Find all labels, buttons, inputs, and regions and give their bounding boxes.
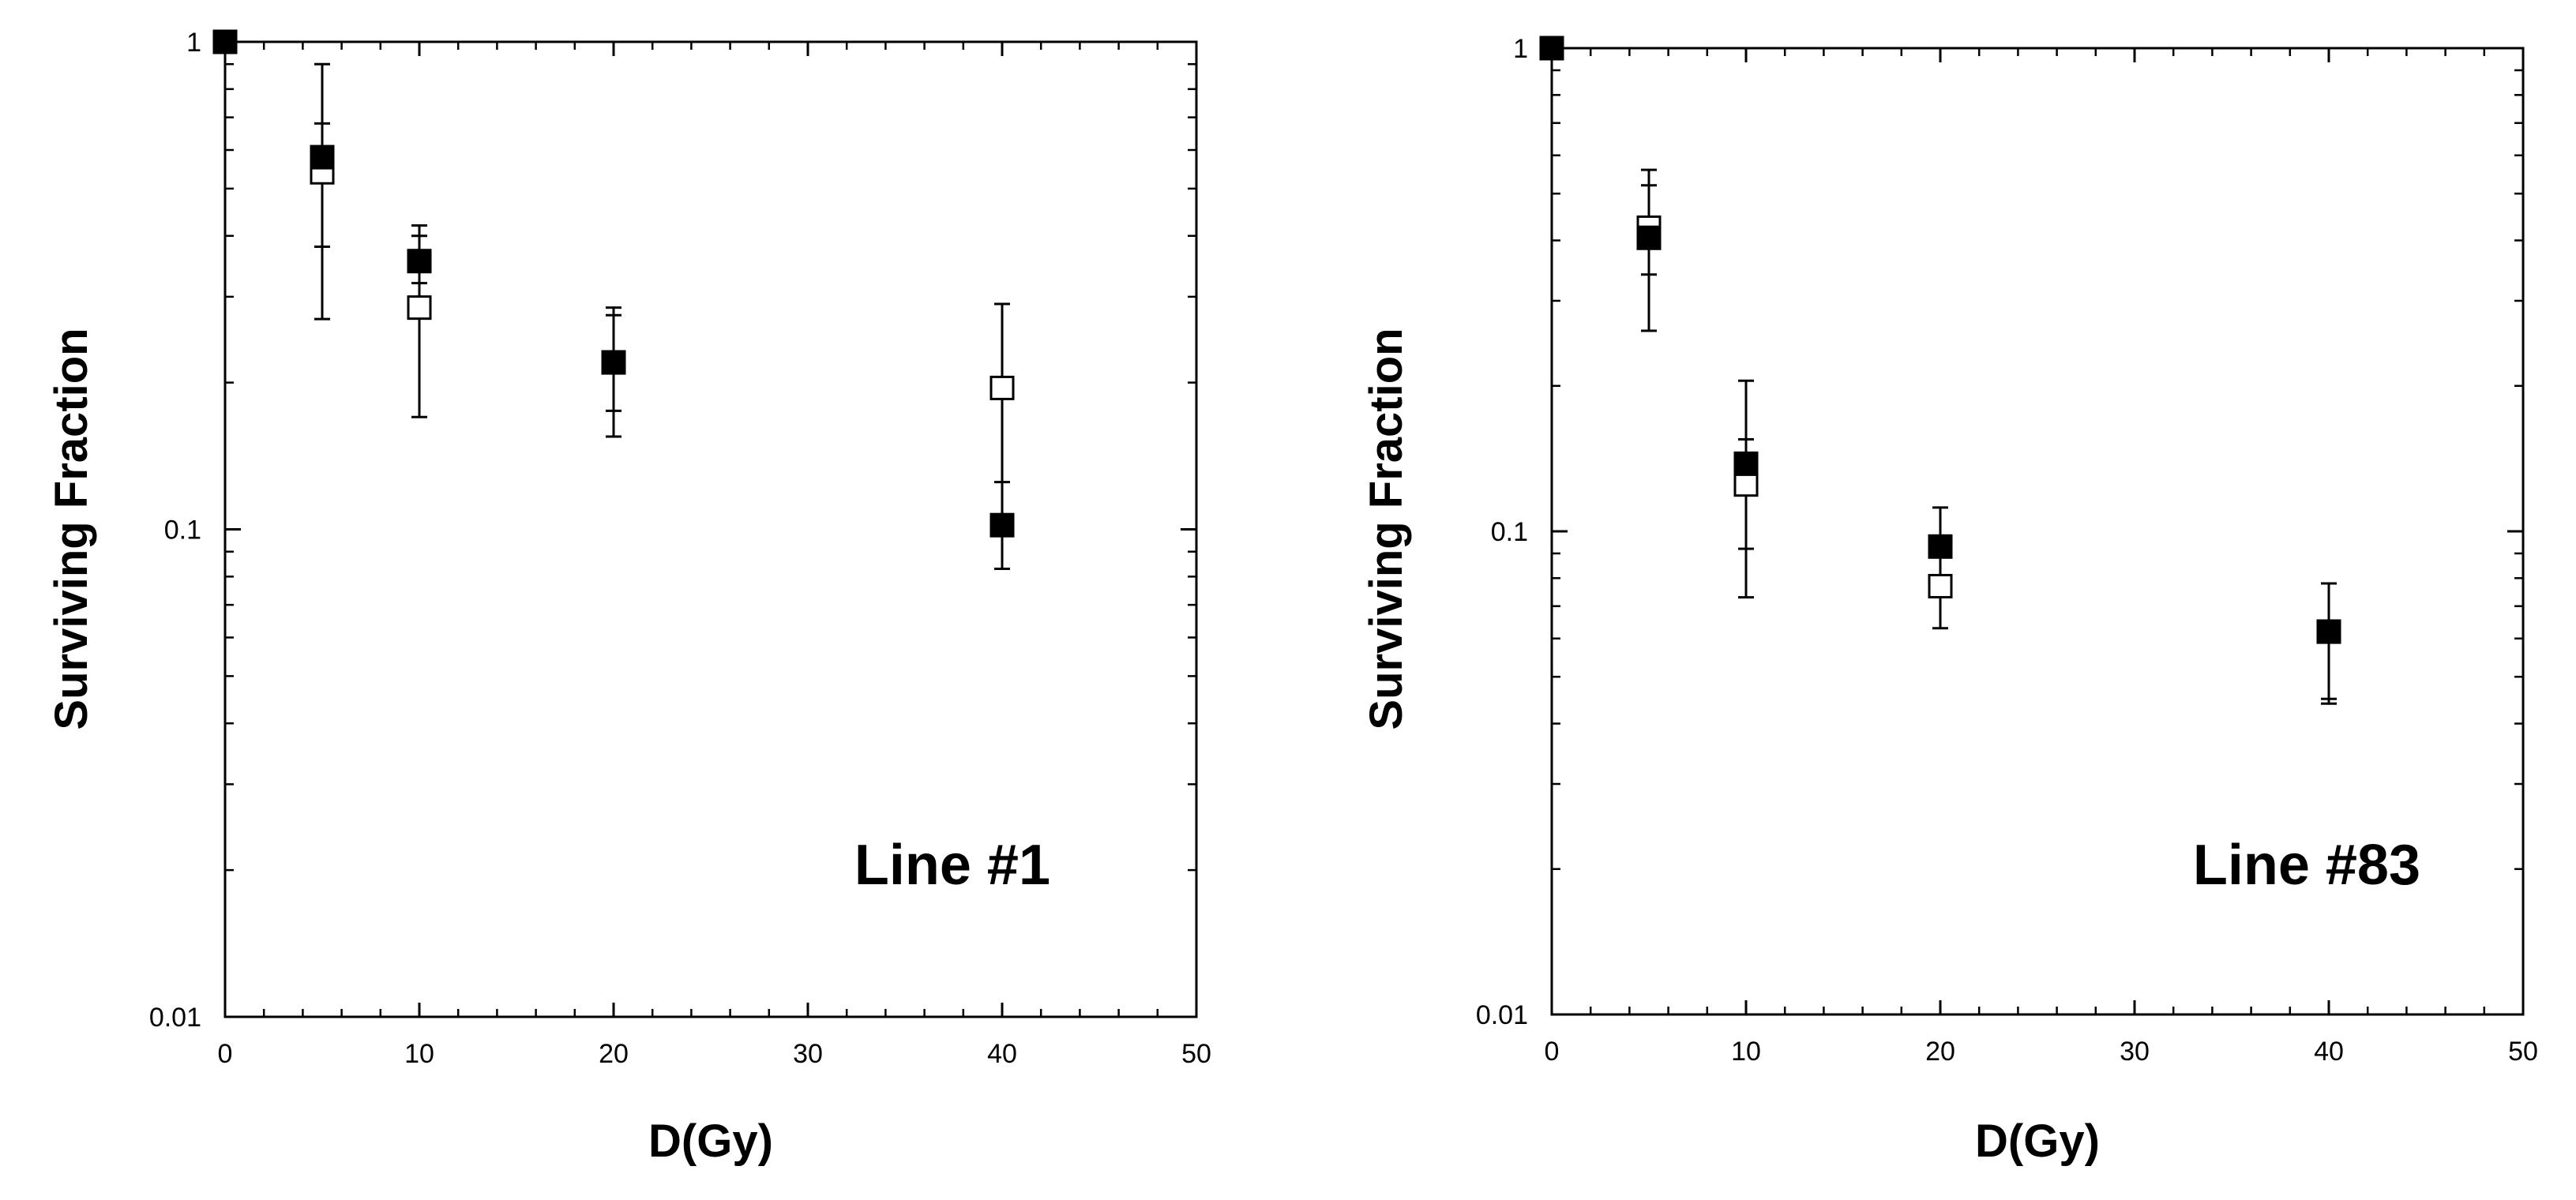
x-tick-label: 10 bbox=[404, 1039, 434, 1069]
x-tick-label: 40 bbox=[987, 1039, 1017, 1069]
data-point-open-square bbox=[989, 375, 1015, 400]
data-point-filled-square bbox=[1636, 225, 1662, 250]
x-tick-label: 10 bbox=[1731, 1037, 1761, 1067]
data-point-filled-square bbox=[1928, 534, 1953, 559]
y-tick-label: 1 bbox=[186, 28, 201, 58]
data-point-filled-square bbox=[1539, 36, 1564, 61]
data-point-filled-square bbox=[310, 144, 335, 170]
data-point-filled-square bbox=[989, 512, 1015, 538]
x-tick-label: 50 bbox=[1181, 1039, 1211, 1069]
plot-frame bbox=[223, 40, 1198, 1018]
x-tick-label: 0 bbox=[1545, 1037, 1560, 1067]
x-tick-label: 20 bbox=[1925, 1037, 1955, 1067]
x-tick-label: 20 bbox=[599, 1039, 629, 1069]
data-point-filled-square bbox=[1733, 451, 1759, 476]
y-tick-label: 0.01 bbox=[1476, 1000, 1528, 1030]
chart-panel-line-83: 0 10 20 30 40 50 0.01 0.1 1 D(Gy) Surviving Fracti… bbox=[1361, 34, 2538, 1167]
data-point-open-square bbox=[1733, 472, 1759, 497]
data-point-filled-square bbox=[2316, 619, 2341, 644]
x-axis-title: D(Gy) bbox=[648, 1116, 773, 1167]
y-tick-label: 1 bbox=[1513, 34, 1528, 64]
x-tick-label: 30 bbox=[793, 1039, 823, 1069]
panel-label: Line #1 bbox=[854, 834, 1050, 897]
data-point-filled-square bbox=[407, 249, 432, 274]
y-tick-label: 0.01 bbox=[149, 1003, 201, 1033]
x-tick-label: 0 bbox=[218, 1039, 233, 1069]
y-axis-title: Surviving Fraction bbox=[1361, 328, 1412, 729]
x-tick-label: 40 bbox=[2314, 1037, 2344, 1067]
y-tick-label: 0.1 bbox=[164, 516, 201, 546]
data-point-filled-square bbox=[601, 350, 626, 375]
data-point-open-square bbox=[407, 295, 432, 321]
x-axis-title: D(Gy) bbox=[1975, 1116, 2100, 1167]
x-tick-label: 50 bbox=[2508, 1037, 2538, 1067]
data-point-filled-square bbox=[212, 29, 238, 54]
y-tick-label: 0.1 bbox=[1491, 517, 1528, 547]
y-axis-title: Surviving Fraction bbox=[46, 328, 97, 729]
chart-panel-line-1: 0 10 20 30 40 50 0.01 0.1 1 D(Gy) Surviving Fracti… bbox=[46, 28, 1211, 1167]
panel-label: Line #83 bbox=[2193, 834, 2420, 897]
data-point-open-square bbox=[1928, 573, 1953, 598]
x-tick-label: 30 bbox=[2120, 1037, 2150, 1067]
